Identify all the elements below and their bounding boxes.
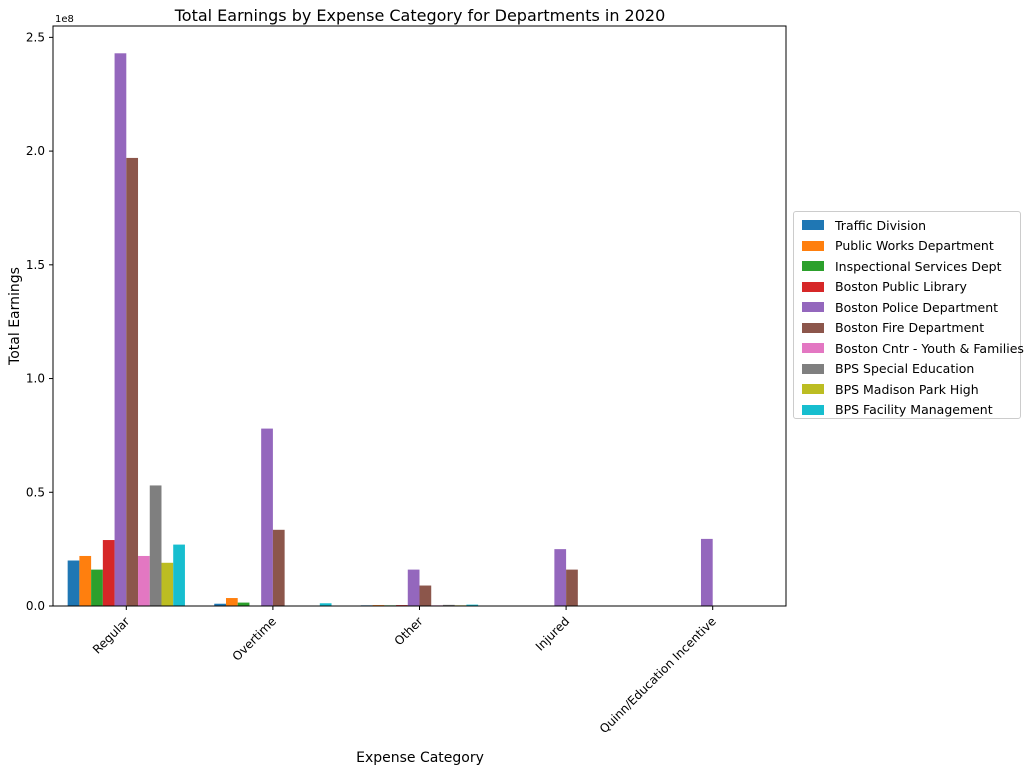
legend-item: Public Works Department: [802, 237, 994, 255]
bar-8-0: [161, 562, 174, 606]
legend-swatch: [802, 281, 824, 292]
legend-item: BPS Facility Management: [802, 401, 993, 419]
bar-4-2: [407, 569, 420, 606]
bar-4-0: [114, 53, 127, 606]
bar-7-0: [149, 485, 162, 606]
y-tick-label: 0.0: [26, 599, 45, 613]
y-tick-label: 0.5: [26, 485, 45, 499]
legend-swatch: [802, 404, 824, 415]
y-tick-label: 1.5: [26, 258, 45, 272]
bar-7-2: [442, 604, 455, 606]
legend-label: Boston Public Library: [835, 279, 967, 294]
x-ticks: Regular Overtime Other Injured Quinn/Educati…: [90, 606, 719, 736]
legend-item: Boston Police Department: [802, 298, 998, 316]
legend-swatch: [802, 302, 824, 312]
bar-5-3: [566, 569, 578, 606]
bar-5-0: [126, 157, 139, 606]
bar-4-4: [700, 538, 713, 606]
y-ticks: 0.0 0.5 1.0 1.5 2.0 2.5: [26, 30, 53, 613]
legend-label: Inspectional Services Dept: [835, 258, 1002, 274]
x-tick-label: Injured: [533, 614, 572, 653]
legend-label: Boston Police Department: [835, 299, 999, 315]
x-axis-label: Expense Category: [356, 750, 484, 766]
legend-swatch: [802, 261, 824, 271]
legend: Traffic Division Public Works Department I…: [793, 211, 1024, 419]
bar-0-0: [67, 560, 80, 606]
legend-swatch: [802, 322, 824, 333]
bar-5-2: [419, 585, 432, 606]
legend-label: Boston Fire Department: [835, 320, 985, 335]
legend-item: Boston Public Library: [802, 278, 967, 296]
plot-frame: [52, 25, 787, 607]
legend-item: BPS Special Education: [802, 360, 974, 378]
legend-item: Traffic Division: [802, 216, 926, 234]
x-tick-label: Quinn/Education Incentive: [597, 614, 719, 736]
y-axis-label: Total Earnings: [7, 267, 23, 366]
bar-1-0: [79, 555, 92, 606]
legend-label: Public Works Department: [835, 238, 994, 253]
x-tick-label: Overtime: [230, 614, 279, 663]
legend-item: Inspectional Services Dept: [802, 257, 1002, 275]
bar-2-0: [91, 569, 103, 606]
y-offset-label: 1e8: [55, 14, 74, 25]
y-tick-label: 2.5: [26, 30, 45, 44]
bar-6-0: [138, 555, 150, 606]
bars-layer: [67, 53, 713, 607]
bar-4-3: [554, 549, 567, 606]
legend-item: Boston Fire Department: [802, 319, 984, 337]
legend-label: Boston Cntr - Youth & Families: [835, 340, 1024, 356]
legend-swatch: [802, 363, 824, 374]
y-tick-label: 2.0: [26, 144, 45, 158]
legend-swatch: [802, 220, 824, 230]
x-tick-label: Other: [392, 614, 426, 648]
legend-item: Boston Cntr - Youth & Families: [802, 339, 1024, 357]
legend-label: BPS Madison Park High: [835, 381, 979, 397]
bar-3-0: [102, 540, 115, 606]
legend-label: BPS Special Education: [835, 361, 975, 376]
chart-title: Total Earnings by Expense Category for D…: [174, 6, 666, 25]
x-tick-label: Regular: [90, 614, 132, 656]
legend-swatch: [802, 384, 824, 394]
bar-0-1: [214, 603, 226, 606]
bar-9-1: [319, 603, 332, 606]
bar-5-1: [272, 529, 285, 606]
y-tick-label: 1.0: [26, 372, 45, 386]
bar-2-1: [237, 602, 250, 606]
bar-9-2: [466, 604, 479, 606]
bar-9-0: [173, 544, 185, 606]
legend-label: Traffic Division: [835, 217, 927, 233]
legend-swatch: [802, 343, 824, 353]
legend-item: BPS Madison Park High: [802, 380, 979, 398]
legend-swatch: [802, 240, 824, 251]
bar-4-1: [261, 428, 273, 606]
legend-label: BPS Facility Management: [835, 402, 993, 417]
bar-1-1: [225, 598, 238, 606]
